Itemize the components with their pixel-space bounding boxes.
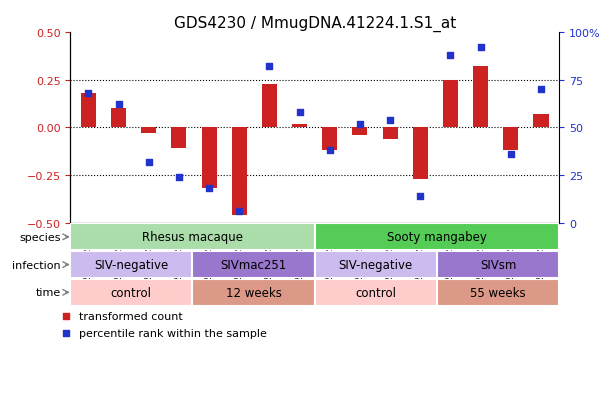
Bar (353, 128, 367, 135)
Point (144, 159, 153, 166)
Point (84, 90, 93, 97)
Text: percentile rank within the sample: percentile rank within the sample (79, 328, 266, 338)
Bar (503, 128, 518, 151)
Point (445, 52, 455, 59)
Point (355, 121, 365, 128)
Point (325, 147, 335, 154)
Bar (81, 94, 96, 128)
Bar (262, 84, 277, 128)
Point (476, 45, 486, 52)
Bar (202, 128, 217, 189)
Text: infection: infection (12, 260, 60, 270)
Text: SIVmac251: SIVmac251 (221, 259, 287, 271)
Bar (437, 252, 559, 278)
Bar (322, 128, 337, 151)
Bar (192, 252, 315, 278)
Point (295, 109, 304, 116)
Text: SIV-negative: SIV-negative (94, 259, 169, 271)
Bar (533, 115, 549, 128)
Point (114, 102, 123, 109)
Bar (70, 252, 192, 278)
Point (506, 151, 516, 158)
Point (61, 330, 71, 336)
Bar (141, 128, 156, 134)
Text: 55 weeks: 55 weeks (470, 286, 526, 299)
Bar (473, 67, 488, 128)
Bar (315, 252, 437, 278)
Point (536, 87, 546, 93)
Title: GDS4230 / MmugDNA.41224.1.S1_at: GDS4230 / MmugDNA.41224.1.S1_at (174, 16, 456, 32)
Bar (70, 279, 192, 306)
Bar (443, 81, 458, 128)
Bar (412, 128, 428, 179)
Text: time: time (35, 287, 60, 298)
Bar (171, 128, 186, 149)
Text: SIVsm: SIVsm (480, 259, 516, 271)
Bar (292, 124, 307, 128)
Text: Rhesus macaque: Rhesus macaque (142, 231, 243, 244)
Text: species: species (19, 232, 60, 242)
Point (235, 208, 244, 215)
Point (61, 313, 71, 320)
Bar (232, 128, 247, 216)
Bar (382, 128, 398, 140)
Point (265, 64, 274, 71)
Bar (111, 109, 126, 128)
Text: transformed count: transformed count (79, 311, 182, 321)
Text: Sooty mangabey: Sooty mangabey (387, 231, 487, 244)
Bar (70, 224, 315, 251)
Bar (315, 279, 437, 306)
Text: SIV-negative: SIV-negative (338, 259, 413, 271)
Bar (437, 279, 559, 306)
Point (204, 185, 214, 192)
Bar (192, 279, 315, 306)
Point (174, 174, 184, 181)
Point (385, 117, 395, 124)
Text: control: control (111, 286, 152, 299)
Text: 12 weeks: 12 weeks (225, 286, 282, 299)
Text: control: control (355, 286, 397, 299)
Point (415, 193, 425, 200)
Bar (315, 224, 559, 251)
